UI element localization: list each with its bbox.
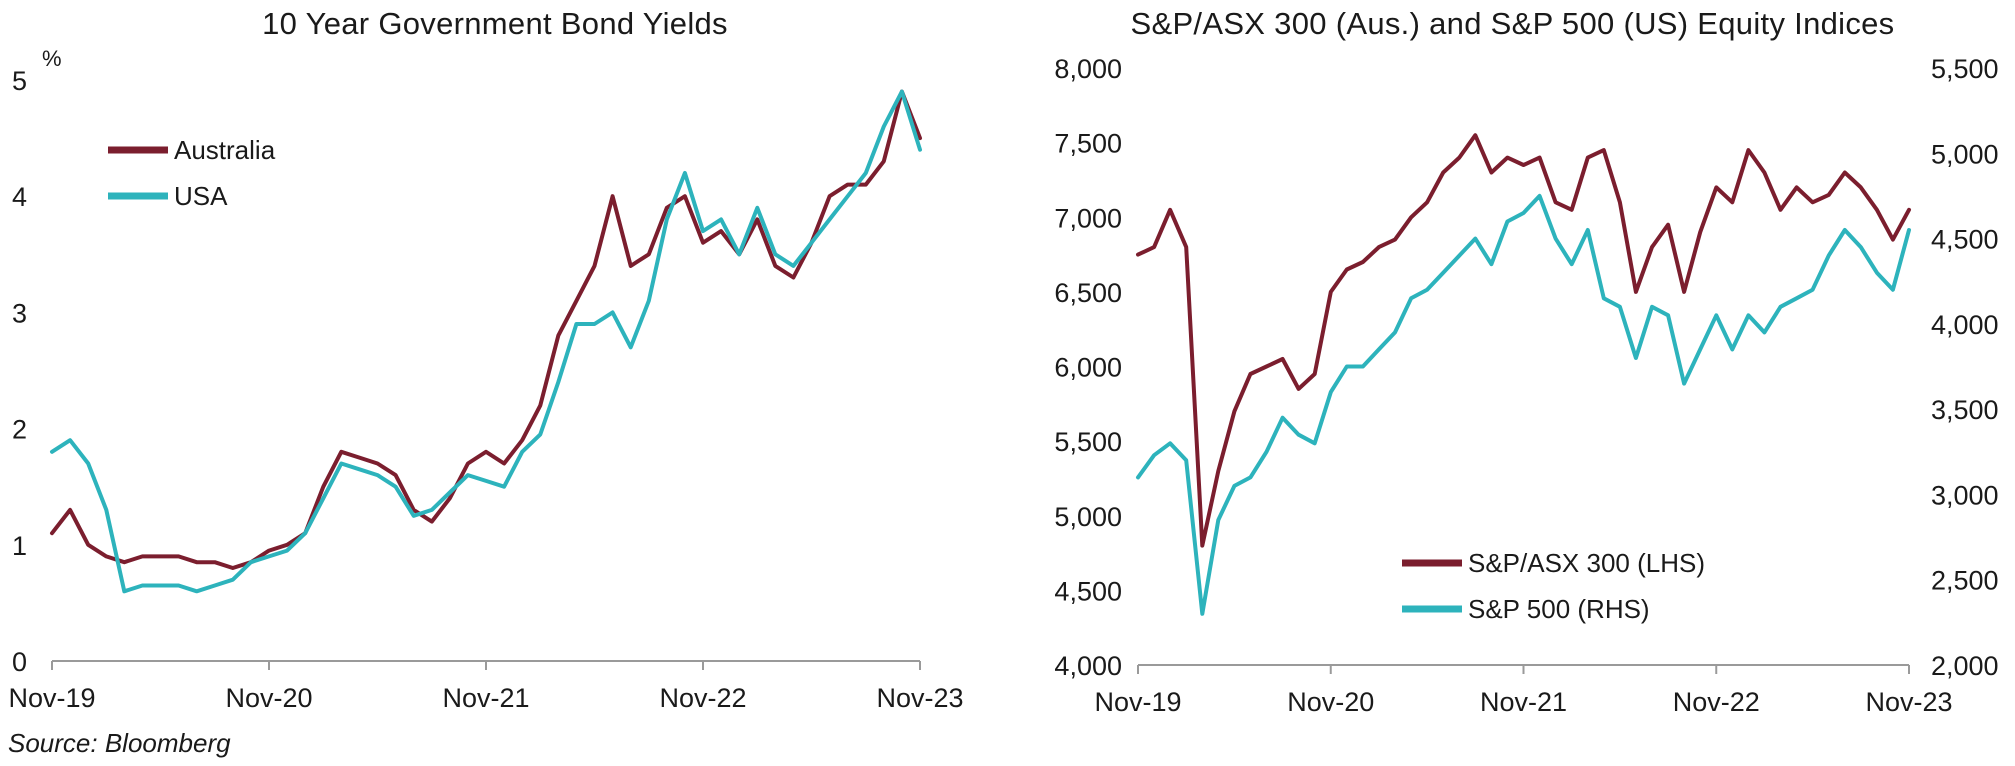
y-tick-label: 7,000 <box>1054 203 1122 233</box>
x-tick-label: Nov-20 <box>225 683 312 713</box>
x-tick-label: Nov-19 <box>1094 687 1181 717</box>
legend-label: S&P/ASX 300 (LHS) <box>1468 548 1705 578</box>
y-tick-label: 2 <box>12 415 27 445</box>
y-tick-label: 6,000 <box>1054 353 1122 383</box>
x-tick-label: Nov-21 <box>1480 687 1567 717</box>
y-tick-label: 4,000 <box>1054 651 1122 681</box>
series-line-2 <box>1136 193 1911 616</box>
legend-label: USA <box>174 181 228 211</box>
series-line-2 <box>50 89 922 594</box>
y-tick-label: 4 <box>12 182 27 212</box>
bond-yields-panel: 10 Year Government Bond Yields Nov-19 Nov… <box>0 0 990 740</box>
x-tick-label: Nov-23 <box>876 683 963 713</box>
y-right-tick-label: 3,500 <box>1931 395 1999 425</box>
series-line-1 <box>1136 133 1911 548</box>
legend-label: S&P 500 (RHS) <box>1468 594 1650 624</box>
series-line-1 <box>50 89 922 570</box>
legend-label: Australia <box>174 135 276 165</box>
bond-chart-title: 10 Year Government Bond Yields <box>262 6 728 41</box>
x-tick-label: Nov-19 <box>8 683 95 713</box>
y-right-tick-label: 4,500 <box>1931 225 1999 255</box>
y-right-tick-label: 2,500 <box>1931 566 1999 596</box>
y-right-tick-label: 3,000 <box>1931 480 1999 510</box>
equity-indices-panel: S&P/ASX 300 (Aus.) and S&P 500 (US) Equi… <box>1010 0 2015 740</box>
y-tick-label: 5 <box>12 66 27 96</box>
y-right-tick-label: 5,000 <box>1931 139 1999 169</box>
y-tick-label: 3 <box>12 298 27 328</box>
y-tick-label: 6,500 <box>1054 278 1122 308</box>
y-tick-label: 0 <box>12 647 27 677</box>
x-tick-label: Nov-21 <box>442 683 529 713</box>
source-note: Source: Bloomberg <box>8 728 231 758</box>
y-right-tick-label: 2,000 <box>1931 651 1999 681</box>
y-right-tick-label: 5,500 <box>1931 54 1999 84</box>
y-tick-label: 7,500 <box>1054 129 1122 159</box>
y-unit-label: % <box>42 46 62 71</box>
y-tick-label: 5,500 <box>1054 427 1122 457</box>
y-tick-label: 1 <box>12 531 27 561</box>
y-right-tick-label: 4,000 <box>1931 310 1999 340</box>
equity-indices-chart: Nov-19 Nov-20 Nov-21 Nov-22 Nov-23 4,000 4,500… <box>1054 54 1999 717</box>
x-tick-label: Nov-22 <box>659 683 746 713</box>
y-tick-label: 8,000 <box>1054 54 1122 84</box>
bond-yields-chart: Nov-19 Nov-20 Nov-21 Nov-22 Nov-23 0 1 2 3 4 5% Aus… <box>8 46 963 713</box>
x-tick-label: Nov-22 <box>1673 687 1760 717</box>
x-tick-label: Nov-23 <box>1865 687 1952 717</box>
y-tick-label: 4,500 <box>1054 576 1122 606</box>
y-tick-label: 5,000 <box>1054 502 1122 532</box>
equity-chart-title: S&P/ASX 300 (Aus.) and S&P 500 (US) Equi… <box>1130 6 1895 41</box>
x-tick-label: Nov-20 <box>1287 687 1374 717</box>
